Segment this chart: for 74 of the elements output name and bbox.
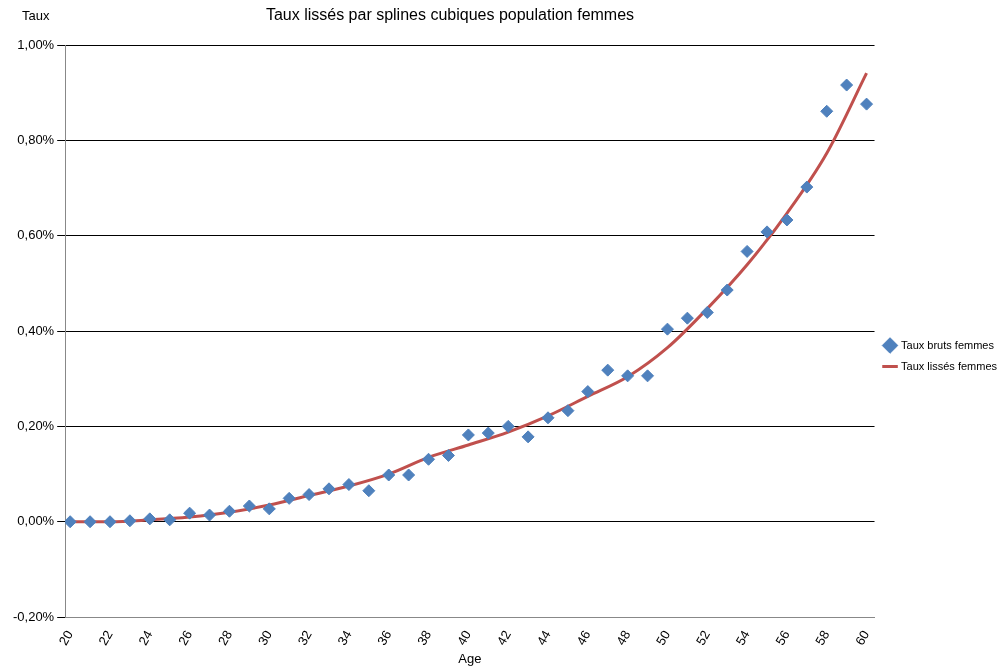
x-axis-title: Age xyxy=(458,650,482,666)
x-tick-label: 34 xyxy=(334,627,355,648)
x-tick-label: 40 xyxy=(453,627,475,648)
point xyxy=(860,97,874,111)
point xyxy=(621,369,635,383)
point xyxy=(660,322,674,336)
point xyxy=(103,515,117,529)
point xyxy=(481,426,495,440)
x-tick-label: 36 xyxy=(374,627,395,648)
x-tick-label: 56 xyxy=(772,627,793,648)
point xyxy=(521,430,535,444)
x-tick-label: 24 xyxy=(135,627,156,648)
x-tick-label: 20 xyxy=(55,627,76,648)
point xyxy=(680,311,694,325)
y-tick-label: 0,40% xyxy=(17,322,55,338)
x-tick-label: 44 xyxy=(533,627,554,648)
point xyxy=(840,78,854,92)
point xyxy=(441,448,455,462)
point xyxy=(422,452,436,466)
x-tick-label: 28 xyxy=(214,627,236,648)
point xyxy=(820,104,834,118)
y-tick-label: 0,00% xyxy=(17,513,55,529)
point xyxy=(561,404,575,418)
point xyxy=(203,508,217,522)
point xyxy=(222,504,236,518)
x-tick-label: 38 xyxy=(414,627,435,648)
y-tick-label: 0,80% xyxy=(17,131,55,147)
x-tick-label: 46 xyxy=(573,627,594,648)
point xyxy=(362,484,376,498)
point xyxy=(242,499,256,513)
point xyxy=(183,506,197,520)
x-tick-label: 42 xyxy=(493,627,514,648)
x-tick-label: 48 xyxy=(613,627,634,648)
point xyxy=(123,514,137,528)
point xyxy=(720,283,734,297)
point xyxy=(601,363,615,377)
y-axis-title: Taux xyxy=(22,8,50,23)
point xyxy=(322,482,336,496)
legend-label: Taux bruts femmes xyxy=(901,338,995,351)
point xyxy=(641,369,655,383)
point xyxy=(581,385,595,399)
point xyxy=(461,428,475,442)
x-tick-label: 50 xyxy=(652,627,674,648)
point xyxy=(262,502,276,516)
point xyxy=(382,468,396,482)
point xyxy=(541,411,555,425)
y-tick-label: 0,20% xyxy=(17,417,55,433)
point xyxy=(501,419,515,433)
x-tick-label: 58 xyxy=(812,627,833,648)
point xyxy=(780,213,794,227)
point xyxy=(740,244,754,258)
point xyxy=(143,512,157,526)
x-tick-label: 52 xyxy=(692,627,713,648)
y-tick-label: 0,60% xyxy=(17,227,55,243)
chart-title: Taux lissés par splines cubiques population femmes xyxy=(265,6,635,23)
point xyxy=(800,180,814,194)
point xyxy=(342,478,356,492)
x-tick-label: 22 xyxy=(95,627,116,648)
point xyxy=(402,468,416,482)
x-tick-label: 54 xyxy=(732,627,753,648)
legend-label: Taux lissés femmes xyxy=(901,359,998,372)
point xyxy=(83,515,97,529)
y-tick-label: -0,20% xyxy=(12,608,55,624)
point xyxy=(302,488,316,502)
x-tick-label: 60 xyxy=(852,627,873,648)
y-tick-label: 1,00% xyxy=(17,36,55,52)
point xyxy=(65,515,77,529)
point xyxy=(760,225,774,239)
x-tick-label: 26 xyxy=(175,627,196,648)
point xyxy=(163,513,177,527)
x-tick-label: 30 xyxy=(254,627,275,648)
point xyxy=(700,305,714,319)
x-tick-label: 32 xyxy=(294,627,315,648)
point xyxy=(282,491,296,505)
